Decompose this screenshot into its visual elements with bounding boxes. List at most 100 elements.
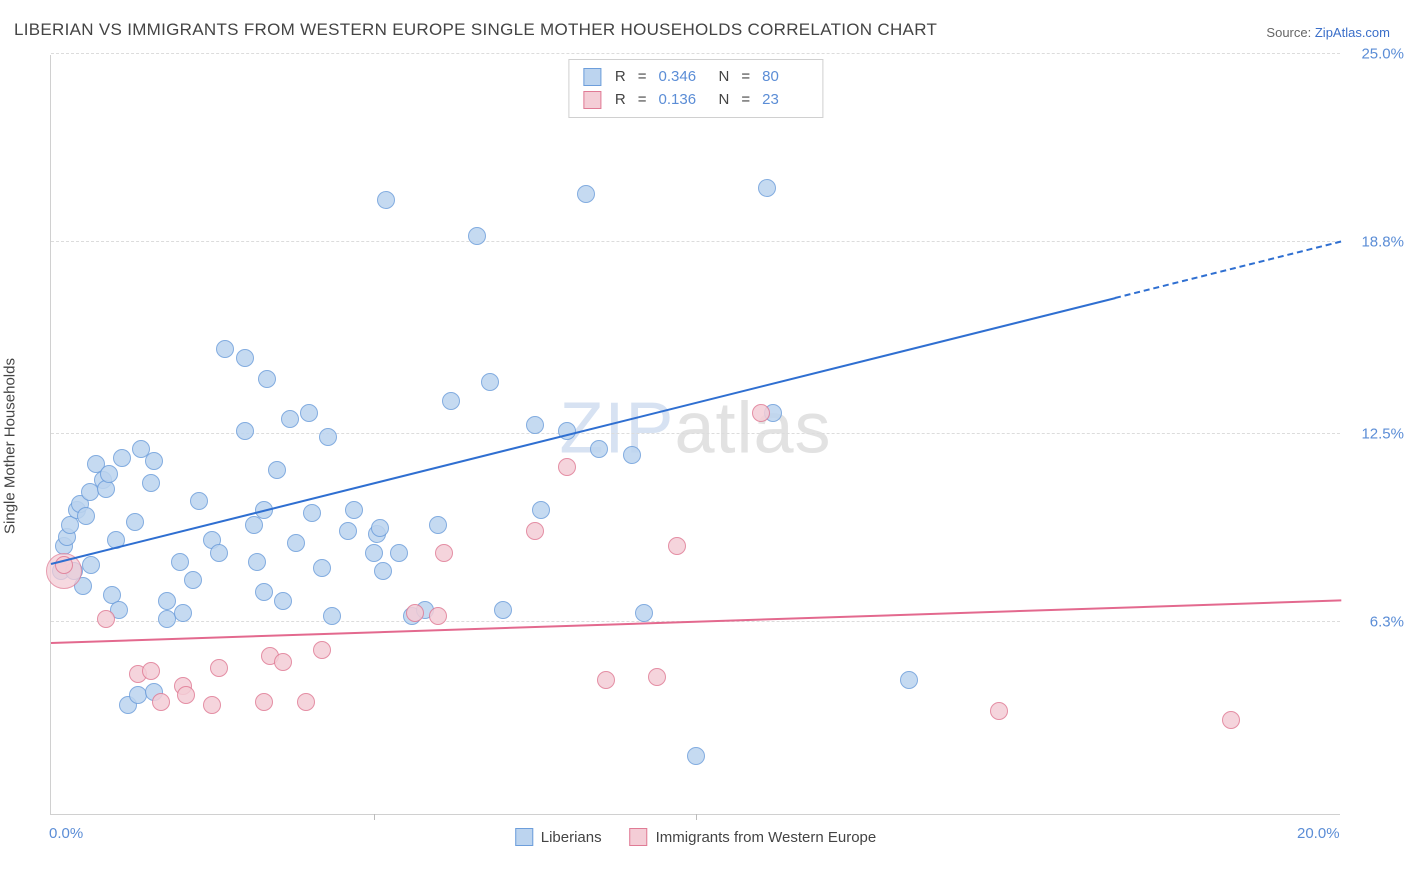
scatter-point: [429, 607, 447, 625]
scatter-point: [365, 544, 383, 562]
scatter-point: [526, 522, 544, 540]
stat-N-label-1: N: [719, 89, 730, 112]
stats-row-series-0: R = 0.346 N = 80: [583, 66, 808, 89]
scatter-point: [236, 349, 254, 367]
scatter-point: [597, 671, 615, 689]
scatter-point: [97, 480, 115, 498]
scatter-point: [255, 583, 273, 601]
y-tick-label: 12.5%: [1348, 426, 1404, 443]
scatter-point: [171, 553, 189, 571]
scatter-point: [377, 191, 395, 209]
y-tick-label: 25.0%: [1348, 46, 1404, 63]
stat-R-label-1: R: [615, 89, 626, 112]
source-value: ZipAtlas.com: [1315, 25, 1390, 40]
scatter-point: [158, 592, 176, 610]
swatch-series-1: [583, 91, 601, 109]
scatter-point: [126, 513, 144, 531]
stat-N-val-1: 23: [762, 89, 808, 112]
scatter-point: [313, 641, 331, 659]
scatter-point: [77, 507, 95, 525]
chart-container: LIBERIAN VS IMMIGRANTS FROM WESTERN EURO…: [0, 0, 1406, 892]
legend-label-1: Immigrants from Western Europe: [656, 829, 877, 846]
scatter-point: [494, 601, 512, 619]
scatter-point: [429, 516, 447, 534]
scatter-point: [406, 604, 424, 622]
scatter-point: [687, 747, 705, 765]
series-legend: Liberians Immigrants from Western Europe: [515, 828, 877, 846]
scatter-point: [236, 422, 254, 440]
scatter-point: [374, 562, 392, 580]
scatter-point: [274, 592, 292, 610]
stat-eq4: =: [741, 89, 750, 112]
x-tick-label: 0.0%: [49, 825, 83, 842]
scatter-point: [268, 461, 286, 479]
scatter-point: [345, 501, 363, 519]
x-tick-mark: [374, 814, 375, 820]
scatter-point: [635, 604, 653, 622]
scatter-point: [113, 449, 131, 467]
scatter-point: [287, 534, 305, 552]
scatter-point: [900, 671, 918, 689]
scatter-point: [442, 392, 460, 410]
scatter-point: [190, 492, 208, 510]
scatter-point: [82, 556, 100, 574]
scatter-point: [300, 404, 318, 422]
scatter-point: [258, 370, 276, 388]
chart-title: LIBERIAN VS IMMIGRANTS FROM WESTERN EURO…: [14, 20, 937, 40]
scatter-point: [281, 410, 299, 428]
legend-label-0: Liberians: [541, 829, 602, 846]
scatter-point: [1222, 711, 1240, 729]
x-tick-label: 20.0%: [1297, 825, 1340, 842]
scatter-point: [339, 522, 357, 540]
scatter-point: [319, 428, 337, 446]
scatter-point: [668, 537, 686, 555]
scatter-point: [210, 544, 228, 562]
stat-R-label: R: [615, 66, 626, 89]
scatter-point: [174, 604, 192, 622]
stat-eq3: =: [638, 89, 647, 112]
scatter-point: [142, 662, 160, 680]
scatter-point: [248, 553, 266, 571]
stat-N-val-0: 80: [762, 66, 808, 89]
scatter-point: [648, 668, 666, 686]
legend-swatch-1: [630, 828, 648, 846]
scatter-point: [323, 607, 341, 625]
swatch-series-0: [583, 68, 601, 86]
source-label: Source:: [1266, 25, 1311, 40]
scatter-point: [558, 458, 576, 476]
scatter-point: [468, 227, 486, 245]
stats-legend: R = 0.346 N = 80 R = 0.136 N = 23: [568, 59, 823, 118]
scatter-point: [129, 686, 147, 704]
scatter-point: [255, 693, 273, 711]
scatter-point: [990, 702, 1008, 720]
plot-area: ZIPatlas R = 0.346 N = 80 R = 0.136 N = …: [50, 55, 1340, 815]
legend-swatch-0: [515, 828, 533, 846]
scatter-point: [481, 373, 499, 391]
stat-R-val-1: 0.136: [659, 89, 705, 112]
scatter-point: [152, 693, 170, 711]
scatter-point: [590, 440, 608, 458]
grid-line: [51, 53, 1340, 54]
scatter-point: [313, 559, 331, 577]
scatter-point: [177, 686, 195, 704]
scatter-point: [371, 519, 389, 537]
scatter-point: [203, 696, 221, 714]
scatter-point: [390, 544, 408, 562]
scatter-point: [142, 474, 160, 492]
y-tick-label: 6.3%: [1348, 614, 1404, 631]
trend-line: [1115, 241, 1341, 299]
scatter-point: [577, 185, 595, 203]
x-tick-mark: [696, 814, 697, 820]
trend-line: [51, 297, 1116, 565]
scatter-point: [303, 504, 321, 522]
stat-R-val-0: 0.346: [659, 66, 705, 89]
y-tick-label: 18.8%: [1348, 234, 1404, 251]
scatter-point: [97, 610, 115, 628]
scatter-point: [532, 501, 550, 519]
scatter-point: [623, 446, 641, 464]
stat-eq2: =: [741, 66, 750, 89]
legend-item-1: Immigrants from Western Europe: [630, 828, 877, 846]
scatter-point: [145, 452, 163, 470]
scatter-point: [758, 179, 776, 197]
watermark-suffix: atlas: [674, 388, 831, 468]
